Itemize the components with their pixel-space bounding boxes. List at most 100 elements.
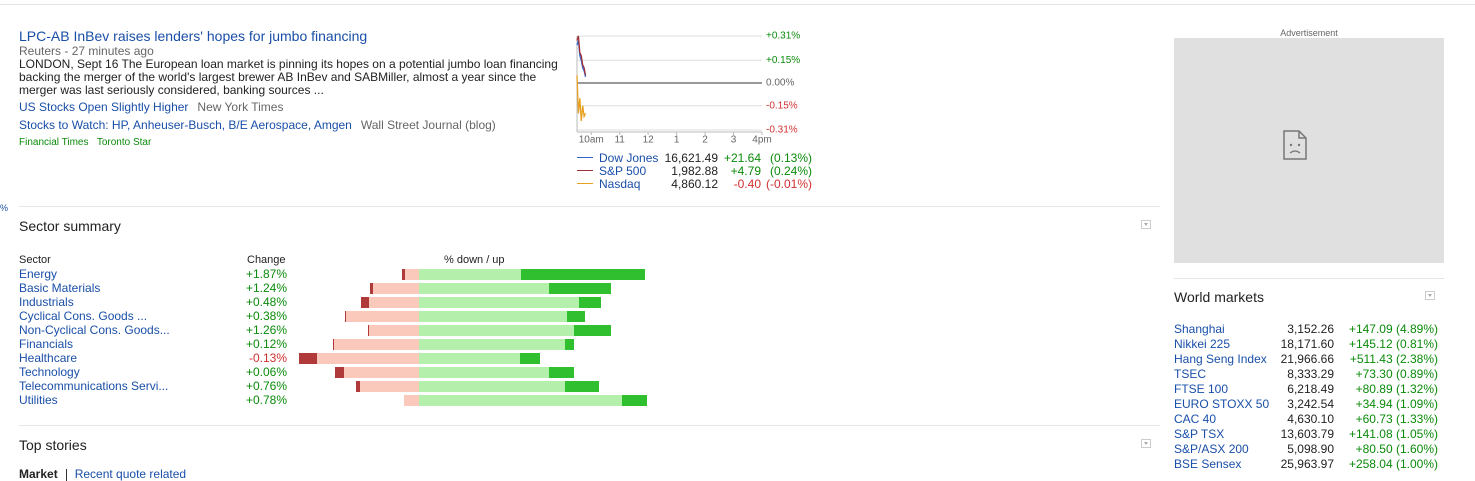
market-change: +60.73 (1.33%) xyxy=(1355,412,1438,426)
y-tick-label: +0.15% xyxy=(766,55,800,66)
tab[interactable]: Recent quote related xyxy=(74,467,187,481)
series-line xyxy=(576,35,587,76)
sector-name[interactable]: Healthcare xyxy=(19,351,78,365)
legend-name[interactable]: Nasdaq xyxy=(599,177,641,191)
y-tick-label: +0.31% xyxy=(766,31,800,42)
sector-bar xyxy=(419,269,521,280)
x-tick-label: 10am xyxy=(579,135,604,146)
market-name[interactable]: S&P/ASX 200 xyxy=(1174,442,1249,456)
sector-bar xyxy=(520,353,540,364)
sector-bar xyxy=(565,339,574,350)
market-name[interactable]: Hang Seng Index xyxy=(1174,352,1267,366)
market-change: +80.50 (1.60%) xyxy=(1355,442,1438,456)
y-tick-label: 0.00% xyxy=(766,78,794,89)
sector-bar xyxy=(419,381,565,392)
sector-bar xyxy=(419,367,549,378)
legend-name[interactable]: Dow Jones xyxy=(599,151,659,165)
sector-bar xyxy=(419,325,574,336)
sector-change: +0.78% xyxy=(245,393,287,407)
legend-name[interactable]: S&P 500 xyxy=(599,164,647,178)
ad-box[interactable] xyxy=(1174,38,1444,263)
x-tick-label: 3 xyxy=(731,135,737,146)
market-change: +141.08 (1.05%) xyxy=(1348,427,1438,441)
legend-swatch xyxy=(577,170,593,171)
sector-name[interactable]: Cyclical Cons. Goods ... xyxy=(19,309,148,323)
sector-name[interactable]: Basic Materials xyxy=(19,281,101,295)
section-title: Sector summary xyxy=(19,218,121,234)
x-tick-label: 12 xyxy=(643,135,655,146)
related-title[interactable]: Stocks to Watch: HP, Anheuser-Busch, B/E… xyxy=(19,118,352,132)
sector-bar xyxy=(317,353,419,364)
market-name[interactable]: Shanghai xyxy=(1174,322,1225,336)
market-name[interactable]: Nikkei 225 xyxy=(1174,337,1231,351)
sector-bar xyxy=(373,283,419,294)
sector-bar xyxy=(345,311,346,322)
sector-change: +1.24% xyxy=(245,281,287,295)
sector-bar xyxy=(344,367,419,378)
mini-chart: +0.31%+0.15%0.00%-0.15%-0.31%10am 11 12 1 2 3… xyxy=(576,31,800,146)
related-story: US Stocks Open Slightly Higher New York T… xyxy=(19,100,283,114)
more-source[interactable]: Financial Times xyxy=(19,137,89,148)
sector-name[interactable]: Non-Cyclical Cons. Goods... xyxy=(19,323,170,337)
byline: Reuters - 27 minutes ago xyxy=(19,44,154,58)
divider xyxy=(19,206,1160,207)
broken-image-icon xyxy=(1283,130,1307,160)
source: Reuters xyxy=(19,44,62,58)
more-sources: Financial Times Toronto Star xyxy=(19,136,151,150)
dropdown[interactable] xyxy=(1425,291,1435,300)
sector-bar xyxy=(549,283,611,294)
sector-name[interactable]: Telecommunications Servi... xyxy=(19,379,169,393)
y-tick-label: -0.31% xyxy=(766,125,798,136)
quote-pct: (0.24%) xyxy=(769,164,812,178)
market-name[interactable]: CAC 40 xyxy=(1174,412,1217,426)
sector-change: +0.38% xyxy=(245,309,287,323)
headline[interactable]: LPC-AB InBev raises lenders' hopes for j… xyxy=(19,28,368,44)
sector-name[interactable]: Utilities xyxy=(19,393,58,407)
x-tick-label: 11 xyxy=(614,135,625,146)
sector-name[interactable]: Energy xyxy=(19,267,58,281)
sector-bar xyxy=(368,325,369,336)
market-price: 5,098.90 xyxy=(1287,442,1334,456)
tab[interactable]: Market xyxy=(19,467,58,481)
legend-swatch xyxy=(577,183,593,184)
sector-bar xyxy=(579,297,601,308)
column-header: Change xyxy=(247,254,286,266)
top-border xyxy=(0,4,1475,5)
legend-swatch xyxy=(577,157,593,158)
sector-bar xyxy=(549,367,574,378)
dropdown[interactable] xyxy=(1141,220,1151,229)
market-name[interactable]: S&P TSX xyxy=(1174,427,1225,441)
market-change: +34.94 (1.09%) xyxy=(1355,397,1438,411)
ad-label: Advertisement xyxy=(1280,28,1338,38)
dropdown[interactable] xyxy=(1141,439,1151,448)
sector-bar xyxy=(369,325,419,336)
quote-change: -0.40 xyxy=(733,177,761,191)
sector-bar xyxy=(419,353,520,364)
market-name[interactable]: FTSE 100 xyxy=(1174,382,1229,396)
market-price: 25,963.97 xyxy=(1280,457,1334,471)
sector-bar xyxy=(419,297,579,308)
market-change: +73.30 (0.89%) xyxy=(1355,367,1438,381)
sector-bar xyxy=(299,353,317,364)
quote-pct: (0.13%) xyxy=(769,151,812,165)
quote-price: 16,621.49 xyxy=(664,151,718,165)
sector-name[interactable]: Financials xyxy=(19,337,74,351)
market-name[interactable]: BSE Sensex xyxy=(1174,457,1242,471)
quote-price: 1,982.88 xyxy=(671,164,718,178)
more-source[interactable]: Toronto Star xyxy=(96,137,152,148)
sector-change: +0.12% xyxy=(245,337,287,351)
market-name[interactable]: TSEC xyxy=(1174,367,1207,381)
market-change: +145.12 (0.81%) xyxy=(1348,337,1438,351)
market-price: 4,630.10 xyxy=(1287,412,1334,426)
divider xyxy=(1174,278,1444,279)
related-title[interactable]: US Stocks Open Slightly Higher xyxy=(19,100,189,114)
related-source: Wall Street Journal (blog) xyxy=(360,118,496,132)
x-tick-label: 2 xyxy=(702,135,708,146)
market-name[interactable]: EURO STOXX 50 xyxy=(1174,397,1270,411)
market-price: 6,218.49 xyxy=(1287,382,1334,396)
sector-bars xyxy=(299,269,647,406)
sector-name[interactable]: Industrials xyxy=(19,295,74,309)
sector-name[interactable]: Technology xyxy=(19,365,80,379)
column-header: Sector xyxy=(19,254,51,266)
